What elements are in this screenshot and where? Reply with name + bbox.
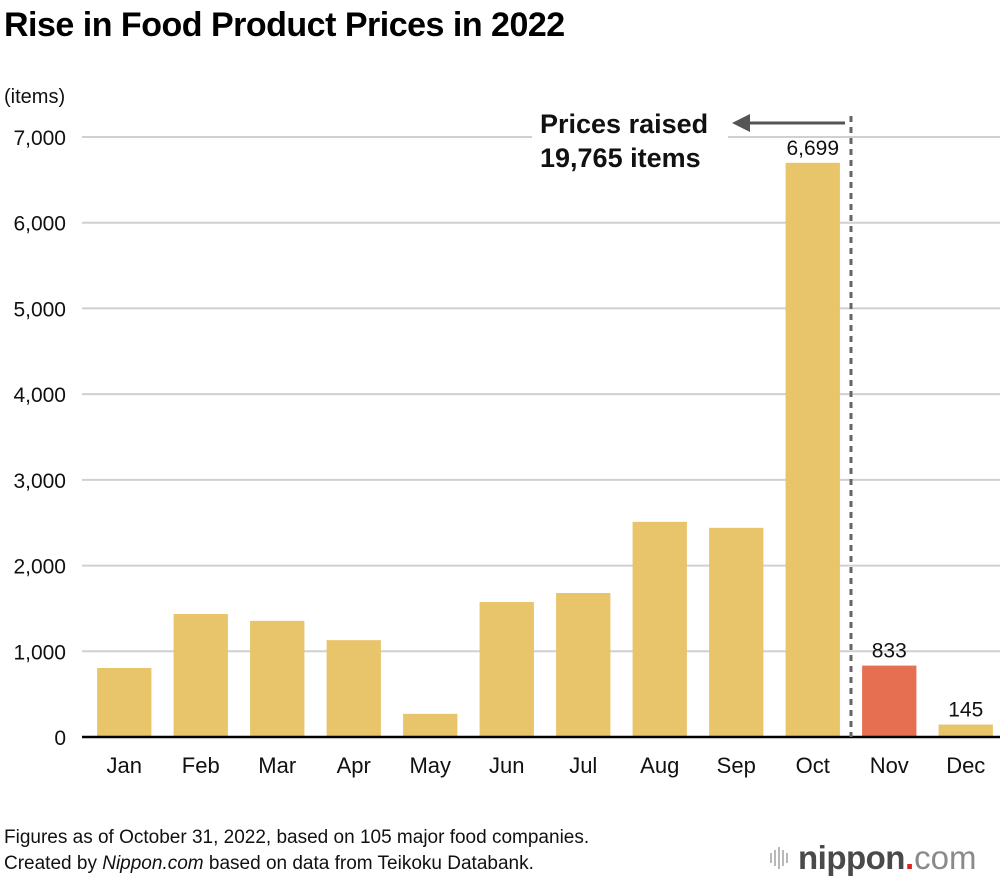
data-label: 833 [872,640,907,663]
bar-may [403,713,458,737]
bar-nov [862,665,917,737]
bars [97,162,993,738]
bar-apr [326,640,381,737]
y-tick-labels: 0 1,000 2,000 3,000 4,000 5,000 6,000 7,000 [13,127,66,750]
footer-source-italic: Nippon.com [102,853,204,874]
y-tick-label: 0 [54,727,66,750]
footer-line1: Figures as of October 31, 2022, based on… [4,827,590,848]
y-axis-label: (items) [4,86,65,108]
bar-jun [479,602,534,737]
bar-jan [97,668,152,737]
x-tick-label: Sep [717,753,756,778]
x-tick-label: Nov [870,753,909,778]
footer-note: Figures as of October 31, 2022, based on… [4,825,589,877]
arrow-head-icon [732,114,750,132]
logo-text: nippon [798,839,905,876]
data-label: 6,699 [786,137,839,160]
annotation-line1: Prices raised [540,109,708,139]
x-tick-label: May [409,753,451,778]
x-tick-label: Aug [640,753,679,778]
bar-oct [785,162,840,738]
bar-aug [632,521,687,737]
bar-sep [709,527,764,737]
x-tick-label: Dec [946,753,985,778]
y-tick-label: 4,000 [13,384,66,407]
data-labels: 6,699 833 145 [786,137,983,722]
y-tick-label: 1,000 [13,641,66,664]
bar-mar [250,620,305,737]
bar-jul [556,593,611,737]
y-tick-label: 6,000 [13,213,66,236]
nippon-logo: nippon. com [770,838,976,878]
logo-bars-icon [770,847,788,869]
data-label: 145 [948,699,983,722]
logo-dot: . [904,839,915,876]
bar-chart: (items) 0 1,000 2,000 3,000 4,000 5,000 6,000 7… [4,86,1000,778]
y-tick-label: 5,000 [13,298,66,321]
y-tick-label: 2,000 [13,556,66,579]
x-tick-label: Oct [796,753,830,778]
footer-suffix: based on data from Teikoku Databank. [203,853,534,874]
chart-title: Rise in Food Product Prices in 2022 [4,6,565,44]
annotation-line2: 19,765 items [540,143,701,173]
y-tick-label: 7,000 [13,127,66,150]
x-tick-label: Jul [569,753,597,778]
bar-dec [938,724,993,737]
annotation: Prices raised 19,765 items [532,108,845,178]
x-tick-labels: Jan Feb Mar Apr May Jun Jul Aug Sep Oct Nov Dec [107,753,986,778]
bar-feb [173,614,228,737]
footer-prefix: Created by [4,853,103,874]
x-tick-label: Mar [258,753,296,778]
x-tick-label: Feb [182,753,220,778]
footer-line2: Created by Nippon.com based on data from… [4,851,589,877]
logo-suffix: com [914,839,977,876]
x-tick-label: Apr [337,753,371,778]
x-tick-label: Jan [107,753,142,778]
gridlines [82,136,1000,653]
y-tick-label: 3,000 [13,470,66,493]
x-tick-label: Jun [489,753,524,778]
